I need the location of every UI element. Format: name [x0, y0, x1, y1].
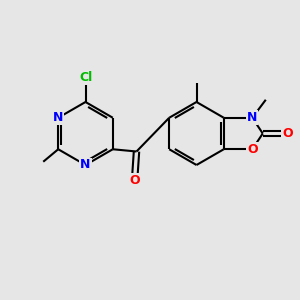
Text: O: O	[282, 127, 293, 140]
Text: O: O	[247, 143, 258, 156]
Text: O: O	[130, 173, 140, 187]
Text: N: N	[247, 111, 257, 124]
Text: Cl: Cl	[79, 71, 92, 84]
Text: N: N	[80, 158, 91, 172]
Text: N: N	[53, 111, 63, 124]
